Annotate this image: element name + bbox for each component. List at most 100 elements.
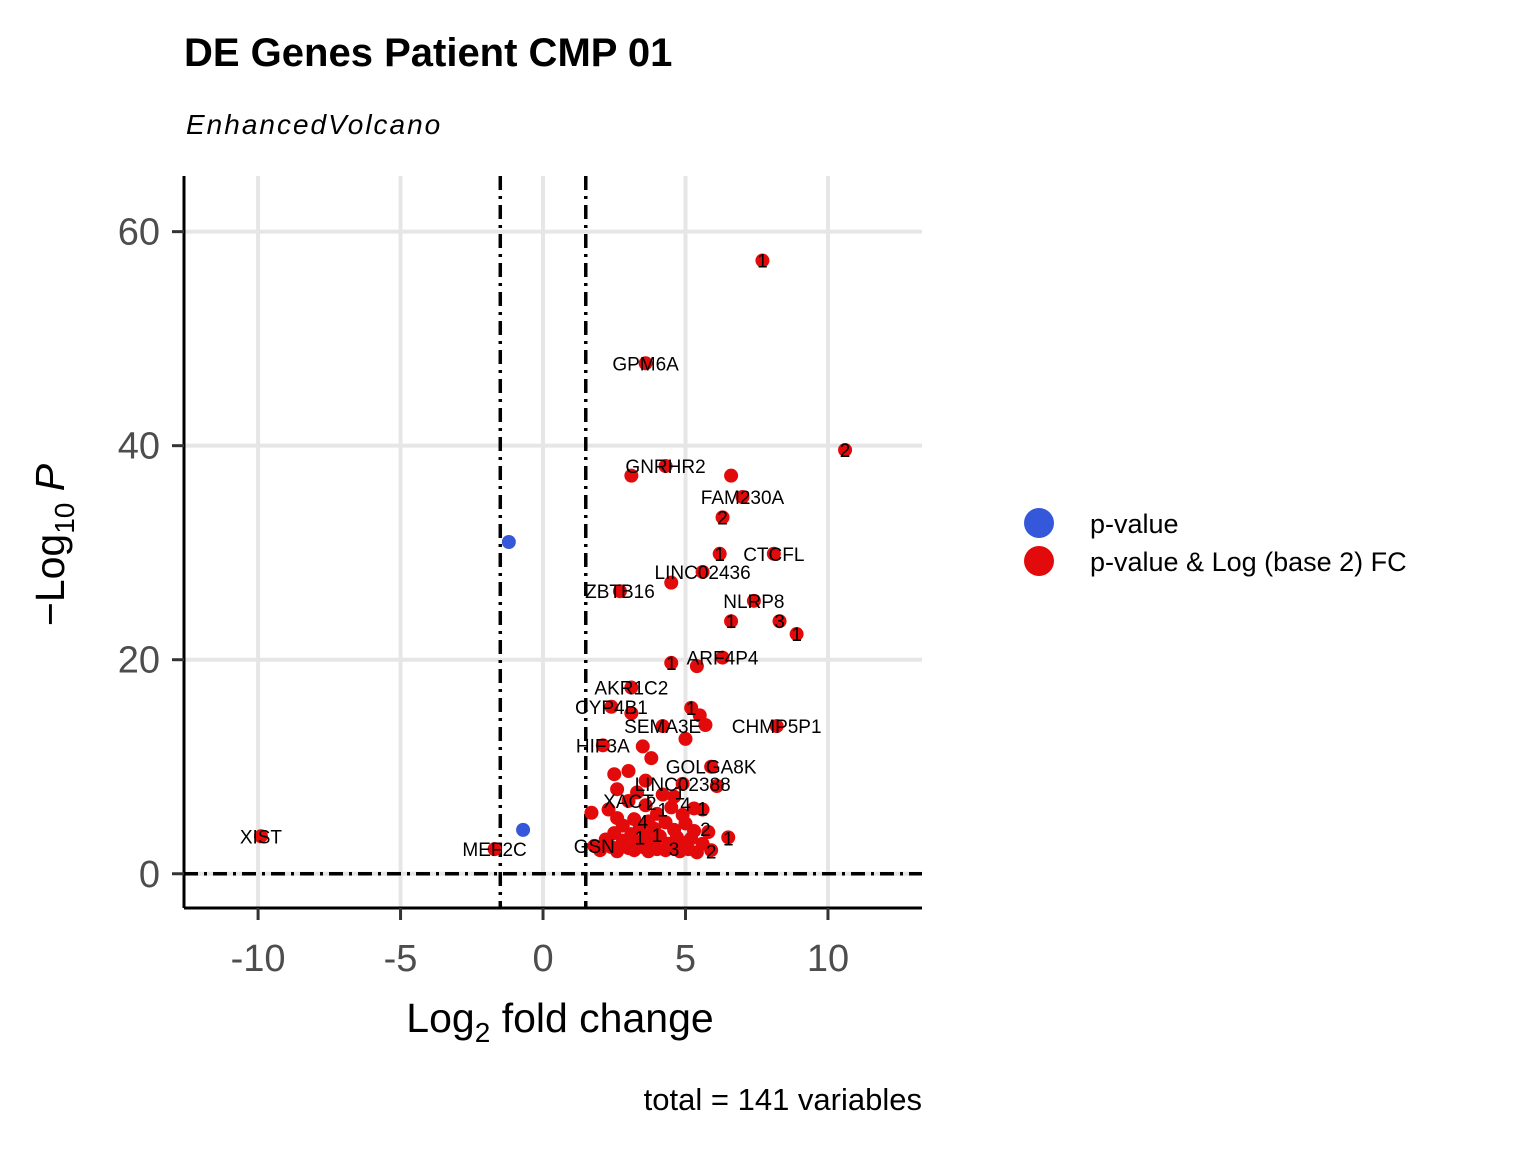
gene-label: MEF2C xyxy=(462,840,526,861)
gene-label: GNRHR2 xyxy=(625,457,705,478)
gene-label: CTCFL xyxy=(743,545,804,566)
x-tick-label: 10 xyxy=(807,938,849,980)
data-point xyxy=(658,843,673,858)
data-point xyxy=(689,659,704,674)
data-point xyxy=(678,731,693,746)
data-point xyxy=(595,738,610,753)
gene-label: XACT xyxy=(603,792,654,813)
chart-title: DE Genes Patient CMP 01 xyxy=(184,31,672,75)
data-point xyxy=(715,510,730,525)
data-point xyxy=(655,719,670,734)
gene-label: ARF4P4 xyxy=(687,649,759,670)
data-point xyxy=(704,843,719,858)
overlap-count-label: 1 xyxy=(675,783,686,804)
data-point xyxy=(704,759,719,774)
overlap-count-label: 1 xyxy=(757,252,768,273)
data-point xyxy=(698,718,713,732)
overlap-count-label: 1 xyxy=(723,829,734,850)
y-axis-title: −Log10 P xyxy=(27,463,80,626)
data-point xyxy=(655,787,670,802)
data-point xyxy=(487,842,502,857)
overlap-count-label: 2 xyxy=(717,508,728,529)
data-point xyxy=(755,253,770,268)
grid-lines xyxy=(184,176,922,908)
gene-label: GSN xyxy=(574,837,615,858)
gene-label: XIST xyxy=(240,827,283,848)
data-point xyxy=(789,627,804,642)
legend-label-both: p-value & Log (base 2) FC xyxy=(1090,547,1407,577)
data-point xyxy=(624,468,639,483)
overlap-count-label: 1 xyxy=(714,545,725,566)
data-point xyxy=(501,535,516,549)
data-point xyxy=(689,845,704,860)
gene-label: NLRP8 xyxy=(723,592,784,613)
data-point xyxy=(695,802,710,817)
overlap-count-label: 4 xyxy=(637,812,648,833)
data-point xyxy=(664,655,679,670)
data-point xyxy=(610,844,625,859)
data-point xyxy=(253,829,268,844)
x-axis-title: Log2 fold change xyxy=(406,995,713,1048)
data-point xyxy=(621,764,636,779)
gene-label: AKR1C2 xyxy=(594,679,668,700)
data-point xyxy=(766,546,781,561)
data-point xyxy=(601,802,616,817)
x-tick-label: 0 xyxy=(532,938,553,980)
data-point xyxy=(607,767,622,782)
x-tick-label: -10 xyxy=(231,938,286,980)
data-point xyxy=(695,564,710,579)
data-point xyxy=(641,844,656,859)
legend-swatch-pvalue xyxy=(1024,508,1054,538)
overlap-count-label: 2 xyxy=(840,441,851,462)
threshold-lines xyxy=(184,176,922,908)
data-point xyxy=(638,798,653,813)
overlap-count-label: 1 xyxy=(686,699,697,720)
data-point xyxy=(584,805,599,820)
overlap-count-label: 1 xyxy=(666,654,677,675)
data-point xyxy=(635,739,650,754)
data-point xyxy=(667,789,682,804)
gene-label: CYP4B1 xyxy=(575,698,648,719)
overlap-count-label: 4 xyxy=(680,795,691,816)
legend-swatch-both xyxy=(1024,546,1054,576)
data-point xyxy=(701,825,716,840)
gene-label: CHMP5P1 xyxy=(732,717,822,738)
data-point xyxy=(612,584,627,599)
gene-label: SEMA3E xyxy=(624,717,701,738)
data-point xyxy=(772,614,787,629)
data-point xyxy=(604,699,619,714)
data-point xyxy=(721,830,736,845)
overlap-count-label: 2 xyxy=(646,794,657,815)
gene-label: ZBTB16 xyxy=(585,582,655,603)
overlap-count-label: 3 xyxy=(669,840,680,861)
data-point xyxy=(664,800,679,815)
y-tick-label: 60 xyxy=(118,212,160,254)
legend-label-pvalue: p-value xyxy=(1090,509,1179,539)
overlap-count-label: 2 xyxy=(706,842,717,863)
data-point xyxy=(624,706,639,721)
data-point xyxy=(715,650,730,665)
data-point xyxy=(664,575,679,590)
overlap-count-label: 2 xyxy=(700,820,711,841)
data-point xyxy=(724,614,739,629)
data-points xyxy=(253,253,853,860)
overlap-count-label: 1 xyxy=(635,828,646,849)
data-point xyxy=(644,751,659,766)
legend: p-value p-value & Log (base 2) FC xyxy=(1024,508,1407,577)
data-point xyxy=(621,793,636,808)
data-point xyxy=(735,490,750,505)
gene-label: HIF3A xyxy=(576,736,630,757)
y-tick-label: 0 xyxy=(139,854,160,896)
chart-caption: total = 141 variables xyxy=(644,1082,922,1117)
gene-label: GOLGA8K xyxy=(666,758,757,779)
gene-label: FAM230A xyxy=(701,488,785,509)
data-point xyxy=(746,593,761,608)
y-tick-label: 40 xyxy=(118,426,160,468)
data-point xyxy=(516,822,531,837)
data-point xyxy=(769,719,784,734)
data-point xyxy=(658,459,673,474)
data-point xyxy=(610,782,625,797)
axes: -10 -5 0 5 10 0 20 40 60 xyxy=(118,176,922,980)
